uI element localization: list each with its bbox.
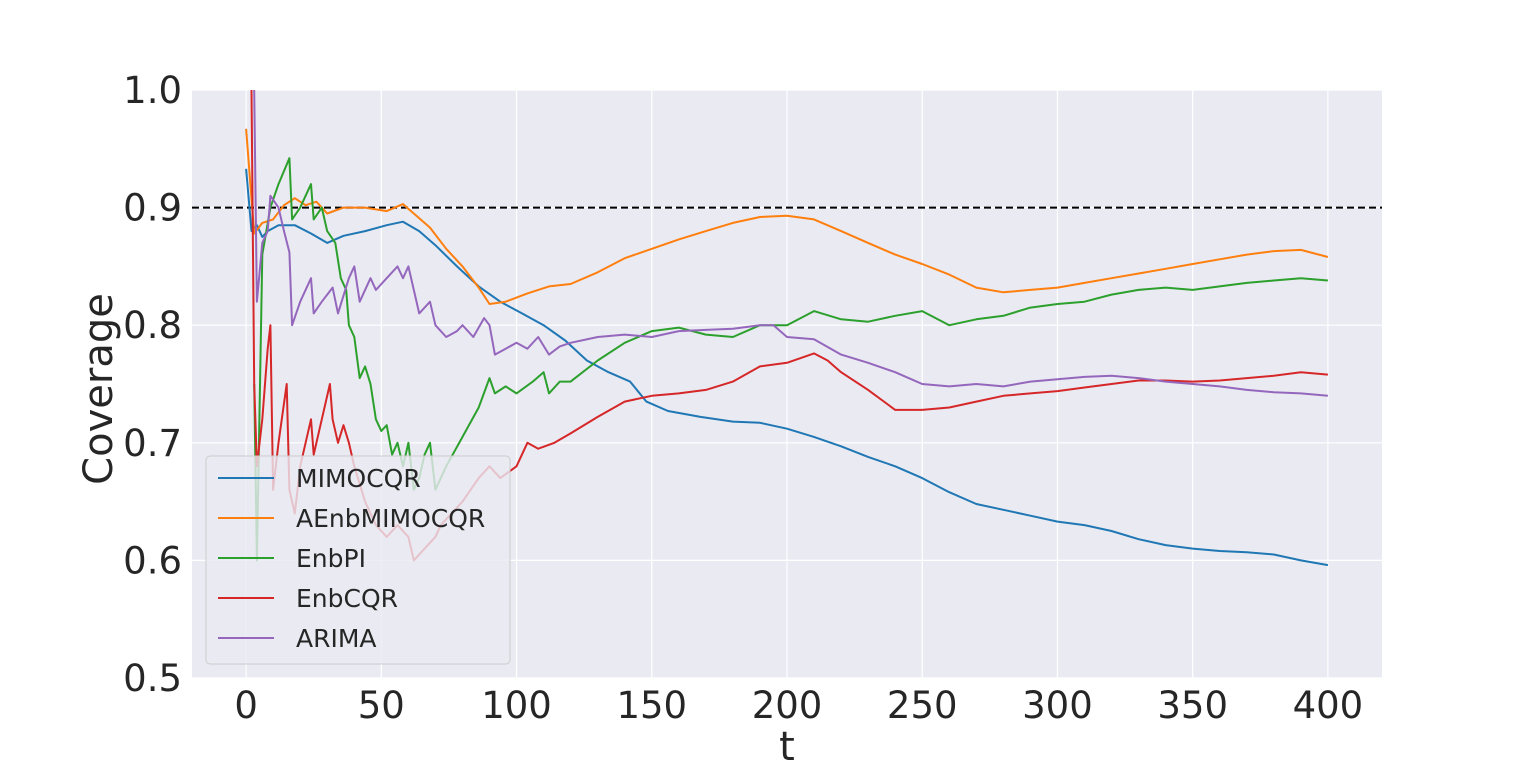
legend-label: EnbPI — [296, 544, 366, 573]
series-group — [245, 90, 1329, 567]
x-tick-label: 350 — [1157, 684, 1228, 727]
y-tick-label: 0.5 — [123, 657, 182, 700]
legend-label: AEnbMIMOCQR — [296, 504, 485, 533]
y-tick-label: 0.6 — [123, 539, 182, 582]
y-axis-label: Coverage — [76, 293, 122, 485]
x-axis-ticks: 0 50 100 150 200 250 300 350 400 — [234, 684, 1363, 727]
x-tick-label: 0 — [234, 684, 258, 727]
legend-label: EnbCQR — [296, 584, 398, 613]
y-tick-label: 0.7 — [123, 422, 182, 465]
x-tick-label: 200 — [752, 684, 823, 727]
series-line-aenbmimocqr — [245, 128, 1329, 305]
x-tick-label: 100 — [481, 684, 552, 727]
legend: MIMOCQR AEnbMIMOCQR EnbPI EnbCQR ARIMA — [205, 455, 511, 665]
x-tick-label: 300 — [1022, 684, 1093, 727]
legend-label: MIMOCQR — [296, 464, 421, 493]
x-axis-label: t — [779, 724, 795, 762]
y-tick-label: 0.9 — [123, 187, 182, 230]
y-tick-label: 1.0 — [123, 69, 182, 112]
series-line-mimocqr — [245, 168, 1329, 567]
x-tick-label: 50 — [358, 684, 405, 727]
y-tick-label: 0.8 — [123, 304, 182, 347]
x-tick-label: 150 — [616, 684, 687, 727]
legend-box — [205, 455, 511, 665]
x-tick-label: 250 — [887, 684, 958, 727]
x-tick-label: 400 — [1293, 684, 1364, 727]
series-line-arima — [253, 90, 1328, 397]
y-axis-ticks: 0.5 0.6 0.7 0.8 0.9 1.0 — [123, 69, 182, 700]
legend-label: ARIMA — [296, 624, 377, 653]
series-line-enbpi — [253, 157, 1328, 562]
